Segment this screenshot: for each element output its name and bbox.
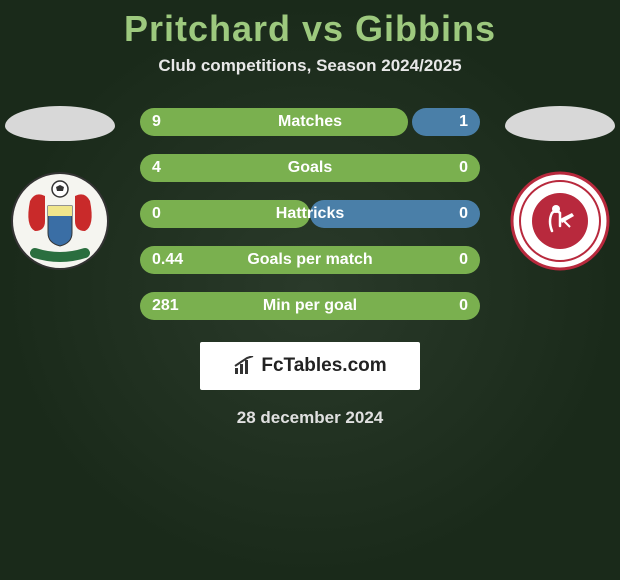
stat-value-left: 0.44 (152, 251, 183, 269)
brand-badge: FcTables.com (200, 342, 420, 390)
club-crest-left (10, 171, 110, 271)
stat-label: Min per goal (263, 297, 357, 315)
stat-row: 281 Min per goal 0 (140, 290, 480, 322)
stat-row: 4 Goals 0 (140, 152, 480, 184)
stat-value-right: 0 (459, 297, 468, 315)
player-right-column (500, 106, 620, 271)
player-right-silhouette (505, 106, 615, 141)
stat-value-left: 281 (152, 297, 179, 315)
stat-label: Goals per match (247, 251, 372, 269)
stat-value-right: 0 (459, 205, 468, 223)
subtitle: Club competitions, Season 2024/2025 (0, 56, 620, 76)
page-title: Pritchard vs Gibbins (0, 0, 620, 50)
stat-value-right: 0 (459, 251, 468, 269)
stat-value-left: 4 (152, 159, 161, 177)
date-text: 28 december 2024 (0, 408, 620, 428)
stat-value-right: 1 (459, 113, 468, 131)
stats-container: 9 Matches 1 4 Goals 0 0 Hattricks 0 0.44… (140, 106, 480, 322)
stat-row: 0.44 Goals per match 0 (140, 244, 480, 276)
stat-row: 9 Matches 1 (140, 106, 480, 138)
stat-value-left: 0 (152, 205, 161, 223)
club-crest-right (510, 171, 610, 271)
stat-label: Goals (288, 159, 332, 177)
bar-right (412, 108, 480, 136)
stat-label: Hattricks (276, 205, 344, 223)
chart-icon (233, 356, 257, 376)
brand-text: FcTables.com (261, 355, 386, 377)
player-left-silhouette (5, 106, 115, 141)
stat-label: Matches (278, 113, 342, 131)
stat-row: 0 Hattricks 0 (140, 198, 480, 230)
stat-value-left: 9 (152, 113, 161, 131)
player-left-column (0, 106, 120, 271)
stat-value-right: 0 (459, 159, 468, 177)
comparison-area: 9 Matches 1 4 Goals 0 0 Hattricks 0 0.44… (0, 106, 620, 428)
bar-left (140, 108, 408, 136)
